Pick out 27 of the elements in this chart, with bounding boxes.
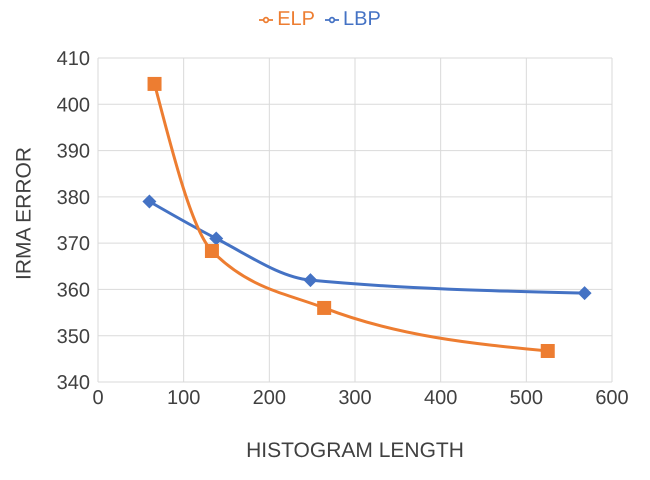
legend-label: LBP (343, 8, 381, 30)
x-tick-label: 100 (166, 387, 200, 410)
point (540, 344, 555, 358)
y-tick-label: 350 (56, 326, 90, 348)
point (303, 273, 318, 288)
y-tick-label: 390 (56, 140, 90, 163)
point (317, 300, 332, 315)
point (578, 286, 592, 300)
legend-label: ELP (277, 8, 315, 30)
point (148, 76, 162, 91)
point (142, 194, 156, 208)
x-axis-title: HISTOGRAM LENGTH (246, 439, 464, 462)
y-tick-label: 380 (56, 186, 90, 209)
x-tick-label: 600 (595, 387, 629, 410)
x-tick-label: 400 (424, 387, 458, 410)
point (204, 244, 219, 258)
x-tick-label: 0 (92, 387, 104, 410)
y-tick-label: 370 (56, 233, 90, 256)
x-tick-label: 300 (338, 387, 372, 410)
y-tick-label: 410 (56, 48, 90, 70)
point (209, 232, 224, 246)
y-tick-label: 400 (56, 94, 90, 116)
y-tick-label: 360 (56, 280, 90, 302)
y-tick-label: 340 (56, 372, 90, 394)
x-tick-label: 500 (510, 387, 544, 410)
x-tick-label: 200 (252, 387, 286, 410)
y-axis-title: IRMA ERROR (12, 146, 36, 280)
